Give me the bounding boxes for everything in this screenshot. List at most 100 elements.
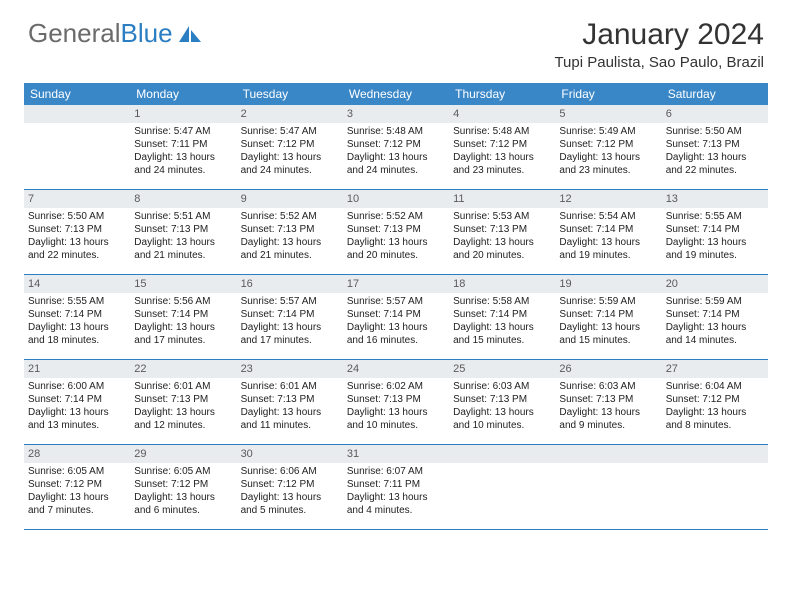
daylight-line: Daylight: 13 hours and 23 minutes.: [453, 151, 551, 177]
day-cell: 1Sunrise: 5:47 AMSunset: 7:11 PMDaylight…: [130, 105, 236, 189]
daylight-line: Daylight: 13 hours and 22 minutes.: [28, 236, 126, 262]
sunset-line: Sunset: 7:14 PM: [28, 308, 126, 321]
day-cell: 25Sunrise: 6:03 AMSunset: 7:13 PMDayligh…: [449, 360, 555, 444]
day-cell: 22Sunrise: 6:01 AMSunset: 7:13 PMDayligh…: [130, 360, 236, 444]
day-number: 31: [343, 445, 449, 463]
day-body: Sunrise: 6:07 AMSunset: 7:11 PMDaylight:…: [343, 463, 449, 523]
day-cell: 26Sunrise: 6:03 AMSunset: 7:13 PMDayligh…: [555, 360, 661, 444]
day-number: 21: [24, 360, 130, 378]
sunrise-line: Sunrise: 5:59 AM: [559, 295, 657, 308]
daylight-line: Daylight: 13 hours and 11 minutes.: [241, 406, 339, 432]
daylight-line: Daylight: 13 hours and 24 minutes.: [241, 151, 339, 177]
day-number: 10: [343, 190, 449, 208]
sunset-line: Sunset: 7:12 PM: [347, 138, 445, 151]
day-body: Sunrise: 6:03 AMSunset: 7:13 PMDaylight:…: [449, 378, 555, 438]
daylight-line: Daylight: 13 hours and 12 minutes.: [134, 406, 232, 432]
sunset-line: Sunset: 7:12 PM: [134, 478, 232, 491]
day-number: 6: [662, 105, 768, 123]
sunset-line: Sunset: 7:14 PM: [347, 308, 445, 321]
day-body: Sunrise: 5:56 AMSunset: 7:14 PMDaylight:…: [130, 293, 236, 353]
day-cell: 21Sunrise: 6:00 AMSunset: 7:14 PMDayligh…: [24, 360, 130, 444]
calendar-row: 28Sunrise: 6:05 AMSunset: 7:12 PMDayligh…: [24, 445, 768, 530]
day-cell: 27Sunrise: 6:04 AMSunset: 7:12 PMDayligh…: [662, 360, 768, 444]
sunrise-line: Sunrise: 6:04 AM: [666, 380, 764, 393]
day-body: Sunrise: 5:50 AMSunset: 7:13 PMDaylight:…: [662, 123, 768, 183]
day-body: Sunrise: 6:05 AMSunset: 7:12 PMDaylight:…: [130, 463, 236, 523]
day-body: Sunrise: 5:55 AMSunset: 7:14 PMDaylight:…: [24, 293, 130, 353]
day-body: Sunrise: 5:48 AMSunset: 7:12 PMDaylight:…: [449, 123, 555, 183]
sunset-line: Sunset: 7:14 PM: [559, 308, 657, 321]
sunrise-line: Sunrise: 5:47 AM: [134, 125, 232, 138]
day-number: 9: [237, 190, 343, 208]
day-number: 20: [662, 275, 768, 293]
logo-text-blue: Blue: [121, 18, 173, 49]
day-body: Sunrise: 6:03 AMSunset: 7:13 PMDaylight:…: [555, 378, 661, 438]
page-header: GeneralBlue January 2024 Tupi Paulista, …: [0, 0, 792, 77]
sunrise-line: Sunrise: 6:01 AM: [134, 380, 232, 393]
day-body: Sunrise: 5:47 AMSunset: 7:12 PMDaylight:…: [237, 123, 343, 183]
sunrise-line: Sunrise: 5:59 AM: [666, 295, 764, 308]
sunset-line: Sunset: 7:13 PM: [559, 393, 657, 406]
sunset-line: Sunset: 7:14 PM: [666, 308, 764, 321]
weekday-header: Wednesday: [343, 83, 449, 105]
day-cell: 23Sunrise: 6:01 AMSunset: 7:13 PMDayligh…: [237, 360, 343, 444]
sunrise-line: Sunrise: 5:52 AM: [241, 210, 339, 223]
day-number: 4: [449, 105, 555, 123]
sunrise-line: Sunrise: 5:58 AM: [453, 295, 551, 308]
day-number: 26: [555, 360, 661, 378]
day-number-empty: [24, 105, 130, 123]
day-cell: 19Sunrise: 5:59 AMSunset: 7:14 PMDayligh…: [555, 275, 661, 359]
day-cell: 5Sunrise: 5:49 AMSunset: 7:12 PMDaylight…: [555, 105, 661, 189]
sunrise-line: Sunrise: 5:50 AM: [28, 210, 126, 223]
sunset-line: Sunset: 7:13 PM: [134, 223, 232, 236]
day-cell: [662, 445, 768, 529]
sunrise-line: Sunrise: 5:48 AM: [453, 125, 551, 138]
day-cell: 4Sunrise: 5:48 AMSunset: 7:12 PMDaylight…: [449, 105, 555, 189]
daylight-line: Daylight: 13 hours and 21 minutes.: [134, 236, 232, 262]
sunrise-line: Sunrise: 5:54 AM: [559, 210, 657, 223]
month-title: January 2024: [554, 18, 764, 52]
day-number: 17: [343, 275, 449, 293]
sunrise-line: Sunrise: 5:57 AM: [241, 295, 339, 308]
daylight-line: Daylight: 13 hours and 5 minutes.: [241, 491, 339, 517]
sunset-line: Sunset: 7:12 PM: [241, 138, 339, 151]
sunset-line: Sunset: 7:12 PM: [666, 393, 764, 406]
day-body: Sunrise: 5:50 AMSunset: 7:13 PMDaylight:…: [24, 208, 130, 268]
day-body: Sunrise: 6:01 AMSunset: 7:13 PMDaylight:…: [237, 378, 343, 438]
logo: GeneralBlue: [28, 18, 203, 49]
sunset-line: Sunset: 7:14 PM: [134, 308, 232, 321]
sunset-line: Sunset: 7:12 PM: [28, 478, 126, 491]
day-number: 7: [24, 190, 130, 208]
day-number: 11: [449, 190, 555, 208]
daylight-line: Daylight: 13 hours and 6 minutes.: [134, 491, 232, 517]
daylight-line: Daylight: 13 hours and 9 minutes.: [559, 406, 657, 432]
calendar: SundayMondayTuesdayWednesdayThursdayFrid…: [0, 77, 792, 530]
calendar-row: 14Sunrise: 5:55 AMSunset: 7:14 PMDayligh…: [24, 275, 768, 360]
daylight-line: Daylight: 13 hours and 24 minutes.: [134, 151, 232, 177]
sunset-line: Sunset: 7:14 PM: [559, 223, 657, 236]
sunset-line: Sunset: 7:13 PM: [347, 223, 445, 236]
sunrise-line: Sunrise: 5:50 AM: [666, 125, 764, 138]
day-cell: [555, 445, 661, 529]
day-number: 18: [449, 275, 555, 293]
daylight-line: Daylight: 13 hours and 19 minutes.: [559, 236, 657, 262]
logo-sail-icon: [177, 24, 203, 44]
daylight-line: Daylight: 13 hours and 17 minutes.: [241, 321, 339, 347]
daylight-line: Daylight: 13 hours and 22 minutes.: [666, 151, 764, 177]
day-cell: 7Sunrise: 5:50 AMSunset: 7:13 PMDaylight…: [24, 190, 130, 274]
daylight-line: Daylight: 13 hours and 17 minutes.: [134, 321, 232, 347]
daylight-line: Daylight: 13 hours and 16 minutes.: [347, 321, 445, 347]
day-cell: 24Sunrise: 6:02 AMSunset: 7:13 PMDayligh…: [343, 360, 449, 444]
day-number: 8: [130, 190, 236, 208]
day-number: 16: [237, 275, 343, 293]
daylight-line: Daylight: 13 hours and 21 minutes.: [241, 236, 339, 262]
day-number: 13: [662, 190, 768, 208]
day-number-empty: [555, 445, 661, 463]
sunrise-line: Sunrise: 6:03 AM: [559, 380, 657, 393]
day-body: Sunrise: 6:04 AMSunset: 7:12 PMDaylight:…: [662, 378, 768, 438]
daylight-line: Daylight: 13 hours and 15 minutes.: [559, 321, 657, 347]
day-number: 25: [449, 360, 555, 378]
logo-text-gray: General: [28, 18, 121, 49]
day-number: 1: [130, 105, 236, 123]
sunrise-line: Sunrise: 6:05 AM: [28, 465, 126, 478]
